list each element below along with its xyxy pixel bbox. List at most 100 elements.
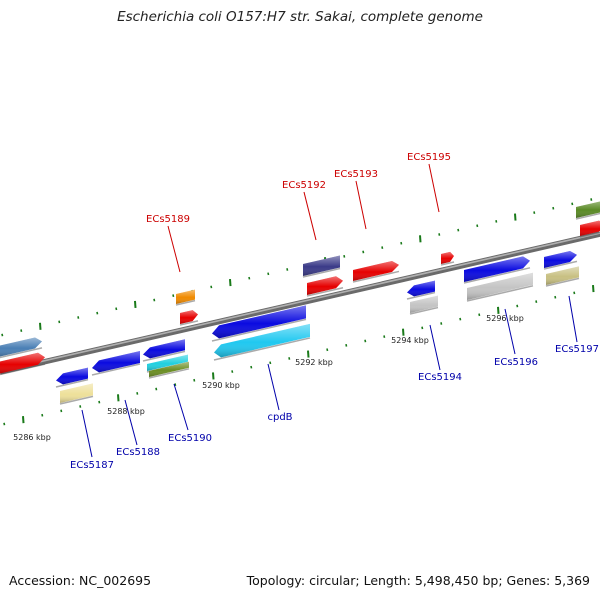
gene-label-ECs5197: ECs5197	[555, 344, 599, 355]
scale-label-5288: 5288 kbp	[107, 407, 145, 416]
leader-ECs5196	[504, 308, 516, 355]
gene-ECs5189-underside	[175, 299, 196, 306]
gene-ECs5195-underside	[440, 261, 455, 266]
leader-ECs5188	[124, 399, 138, 446]
gene-ECs5187	[55, 367, 89, 388]
feature-ECs5187-b	[59, 383, 94, 405]
leader-ECs5193	[355, 180, 367, 230]
feature-ECs5196-b-shade	[467, 272, 533, 300]
leader-ECs5189	[167, 225, 181, 273]
scale-label-5294: 5294 kbp	[391, 336, 429, 345]
leader-ECs5192	[303, 191, 317, 241]
genome-backbone	[0, 231, 600, 375]
major-tick	[117, 394, 120, 402]
minor-tick	[326, 348, 329, 352]
minor-tick	[440, 322, 443, 325]
minor-tick	[533, 211, 536, 215]
gene-ECs5188	[91, 351, 141, 376]
minor-tick	[343, 254, 346, 258]
gene-label-ECs5195: ECs5195	[407, 152, 451, 163]
minor-tick	[174, 383, 177, 387]
minor-tick	[172, 294, 175, 298]
major-tick	[402, 328, 405, 336]
reverse-gene-labels: ECs5187 ECs5188 ECs5190 cpdB ECs5194 ECs…	[70, 344, 599, 471]
minor-tick	[421, 326, 424, 330]
scale-label-5296: 5296 kbp	[486, 314, 524, 323]
minor-tick	[231, 370, 234, 373]
major-tick	[497, 306, 500, 314]
gene-label-cpdB: cpdB	[267, 412, 292, 423]
minor-tick	[457, 228, 460, 232]
minor-tick	[193, 378, 196, 382]
gene-ECs5188-shade	[92, 351, 140, 373]
feature-ECs5190-b-shade	[147, 354, 188, 371]
gene-ECs5194-shade	[407, 280, 435, 297]
minor-tick	[41, 413, 44, 417]
major-tick	[134, 300, 137, 308]
gene-ECs5194-underside	[406, 291, 436, 300]
feature-ECs5189-b	[179, 310, 199, 326]
feature-block-purple	[302, 255, 341, 278]
gene-ECs5192-underside	[306, 286, 344, 297]
gene-ECs5196-a-shade	[464, 256, 530, 282]
scale-label-5286: 5286 kbp	[13, 433, 51, 442]
feature-ECs5196-b	[466, 272, 534, 302]
minor-tick	[362, 250, 365, 254]
gene-label-ECs5188: ECs5188	[116, 447, 160, 458]
major-tick	[514, 213, 517, 221]
feature-block-green-right-underside	[575, 212, 600, 220]
gene-ECs5195	[440, 251, 455, 266]
gene-ECs5194	[406, 280, 436, 300]
feature-ECs5187-b-underside	[59, 395, 94, 405]
gene-ECs5187-shade	[56, 367, 88, 385]
gene-ECs5196-a-underside	[463, 267, 531, 284]
gene-ECs5191-underside	[211, 318, 307, 342]
minor-tick	[400, 241, 403, 245]
gene-ECs5190-a	[142, 339, 186, 362]
minor-tick	[381, 246, 384, 249]
leader-ECs5194	[429, 324, 441, 371]
feature-block-green-right-shade	[576, 201, 600, 218]
feature-track	[0, 201, 600, 405]
gene-label-ECs5190: ECs5190	[168, 433, 212, 444]
feature-ECs5190-c-shade	[149, 361, 189, 377]
minor-tick	[288, 357, 291, 360]
leader-ECs5197	[568, 295, 578, 343]
minor-tick	[77, 316, 80, 319]
minor-tick	[153, 298, 156, 302]
gene-cpdB	[213, 323, 311, 361]
reverse-tick-track	[3, 284, 595, 426]
minor-tick	[267, 272, 270, 276]
feature-block-green-right	[575, 201, 600, 220]
minor-tick	[269, 361, 272, 365]
feature-block-left-1-shade	[0, 337, 42, 357]
major-tick	[419, 235, 422, 243]
feature-ECs5194-b	[409, 295, 439, 315]
minor-tick	[115, 307, 118, 311]
leader-ECs5190	[173, 383, 189, 431]
gene-ECs5193	[352, 261, 400, 283]
minor-tick	[478, 313, 481, 317]
minor-tick	[286, 268, 289, 271]
gene-label-ECs5189: ECs5189	[146, 214, 190, 225]
feature-block-left-2	[0, 352, 46, 376]
minor-tick	[552, 206, 555, 210]
minor-tick	[155, 387, 158, 391]
minor-tick	[554, 295, 557, 299]
gene-label-ECs5194: ECs5194	[418, 372, 462, 383]
minor-tick	[383, 335, 386, 338]
major-tick	[592, 284, 595, 293]
feature-ECs5197-b	[545, 266, 580, 287]
minor-tick	[590, 198, 593, 201]
minor-tick	[20, 329, 23, 332]
gene-ECs5192	[306, 276, 344, 297]
gene-ECs5187-underside	[55, 378, 89, 388]
minor-tick	[58, 320, 61, 324]
feature-ECs5189-b-underside	[179, 320, 199, 326]
gene-ECs5192-shade	[307, 276, 343, 295]
feature-block-red-right-shade	[580, 220, 600, 236]
gene-label-ECs5187: ECs5187	[70, 460, 114, 471]
minor-tick	[136, 392, 139, 395]
minor-tick	[495, 220, 498, 223]
